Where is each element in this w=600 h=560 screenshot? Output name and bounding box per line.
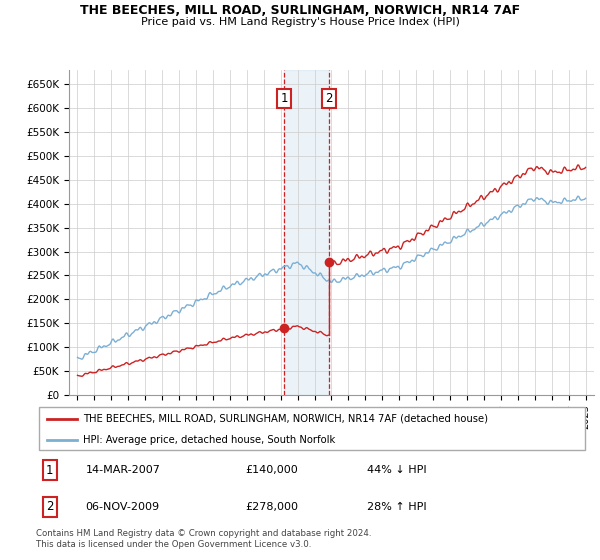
Text: 44% ↓ HPI: 44% ↓ HPI (367, 465, 427, 475)
Text: 1: 1 (280, 92, 288, 105)
Text: HPI: Average price, detached house, South Norfolk: HPI: Average price, detached house, Sout… (83, 435, 335, 445)
Text: Price paid vs. HM Land Registry's House Price Index (HPI): Price paid vs. HM Land Registry's House … (140, 17, 460, 27)
Text: THE BEECHES, MILL ROAD, SURLINGHAM, NORWICH, NR14 7AF: THE BEECHES, MILL ROAD, SURLINGHAM, NORW… (80, 4, 520, 17)
Text: £278,000: £278,000 (246, 502, 299, 512)
Text: 28% ↑ HPI: 28% ↑ HPI (367, 502, 427, 512)
Text: £140,000: £140,000 (246, 465, 299, 475)
Text: THE BEECHES, MILL ROAD, SURLINGHAM, NORWICH, NR14 7AF (detached house): THE BEECHES, MILL ROAD, SURLINGHAM, NORW… (83, 413, 488, 423)
Text: 14-MAR-2007: 14-MAR-2007 (86, 465, 161, 475)
Text: 2: 2 (46, 500, 53, 514)
Text: 06-NOV-2009: 06-NOV-2009 (86, 502, 160, 512)
FancyBboxPatch shape (39, 407, 585, 450)
Bar (284, 70, 329, 395)
Text: Contains HM Land Registry data © Crown copyright and database right 2024.
This d: Contains HM Land Registry data © Crown c… (36, 529, 371, 549)
Text: 1: 1 (46, 464, 53, 477)
Text: 2: 2 (325, 92, 333, 105)
